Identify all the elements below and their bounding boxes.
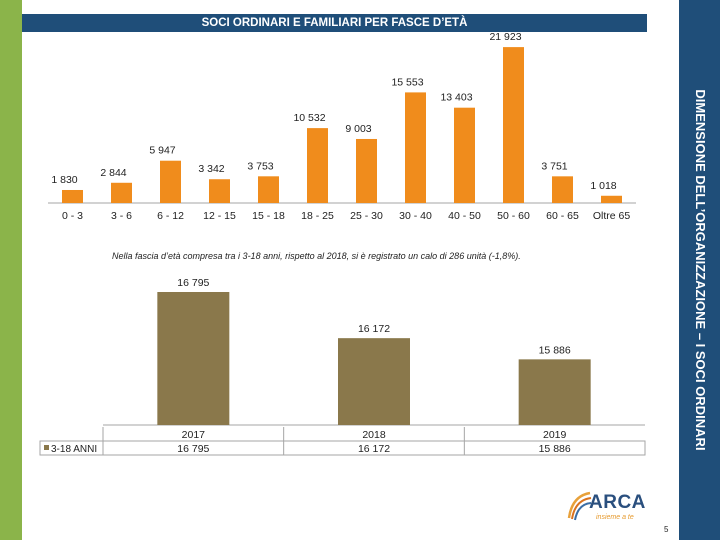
age-category-tick-label: 40 - 50	[448, 210, 481, 222]
year-bar	[338, 338, 410, 425]
legend-series-label: 3-18 ANNI	[51, 444, 97, 455]
age-category-tick-label: 6 - 12	[157, 210, 184, 222]
year-bar	[518, 359, 591, 425]
year-bar	[157, 292, 230, 425]
age-bar-value-label: 3 753	[247, 160, 273, 172]
year-category-tick-label: 2017	[182, 429, 206, 441]
data-table-value-cell: 16 172	[358, 443, 390, 455]
year-bar-value-label: 16 795	[177, 277, 209, 289]
age-category-tick-label: 15 - 18	[252, 210, 285, 222]
chart-note: Nella fascia d’età compresa tra i 3-18 a…	[112, 251, 521, 261]
age-bar	[258, 176, 279, 203]
age-category-tick-label: Oltre 65	[593, 210, 631, 222]
age-bar	[503, 47, 524, 203]
age-bar	[356, 138, 377, 203]
age-bar-value-label: 3 751	[541, 160, 567, 172]
year-bar-value-label: 16 172	[358, 323, 390, 335]
age-bar-value-label: 1 018	[590, 180, 616, 192]
age-bar	[62, 189, 83, 203]
age-category-tick-label: 3 - 6	[111, 210, 132, 222]
age-bar-value-label: 9 003	[345, 123, 371, 135]
side-title-band	[679, 0, 720, 540]
age-category-tick-label: 12 - 15	[203, 210, 236, 222]
age-category-tick-label: 0 - 3	[62, 210, 83, 222]
age-category-tick-label: 30 - 40	[399, 210, 432, 222]
left-accent-stripe	[0, 0, 22, 540]
age-bar-value-label: 21 923	[489, 31, 521, 43]
page-number: 5	[664, 525, 669, 534]
year-bar-value-label: 15 886	[539, 344, 571, 356]
age-bar-value-label: 13 403	[440, 92, 472, 104]
arca-logo: ARCA insieme a te	[566, 490, 666, 530]
age-bar	[209, 179, 230, 203]
age-bar-value-label: 5 947	[149, 145, 175, 157]
age-bar	[111, 182, 132, 203]
age-bar	[454, 107, 475, 203]
year-category-tick-label: 2019	[543, 429, 567, 441]
age-category-tick-label: 18 - 25	[301, 210, 334, 222]
age-bar-value-label: 1 830	[51, 174, 77, 186]
age-category-tick-label: 25 - 30	[350, 210, 383, 222]
arca-swoosh-icon	[567, 491, 592, 521]
slide-title: SOCI ORDINARI E FAMILIARI PER FASCE D’ET…	[22, 14, 647, 32]
data-table-value-cell: 16 795	[177, 443, 209, 455]
age-bar	[552, 176, 573, 203]
age-bar	[601, 195, 622, 203]
age-bar-value-label: 10 532	[293, 112, 325, 124]
data-table-series-row	[39, 440, 646, 456]
age-bar	[160, 160, 181, 203]
logo-wordmark: ARCA	[589, 492, 646, 513]
year-category-tick-label: 2018	[362, 429, 386, 441]
data-table-value-cell: 15 886	[539, 443, 571, 455]
age-bar	[307, 128, 328, 203]
age-bar	[405, 92, 426, 203]
age-bar-value-label: 3 342	[198, 163, 224, 175]
age-category-tick-label: 60 - 65	[546, 210, 579, 222]
age-bar-value-label: 15 553	[391, 76, 423, 88]
logo-tagline: insieme a te	[596, 514, 634, 521]
legend-swatch	[44, 445, 49, 450]
age-bar-value-label: 2 844	[100, 167, 126, 179]
age-category-tick-label: 50 - 60	[497, 210, 530, 222]
